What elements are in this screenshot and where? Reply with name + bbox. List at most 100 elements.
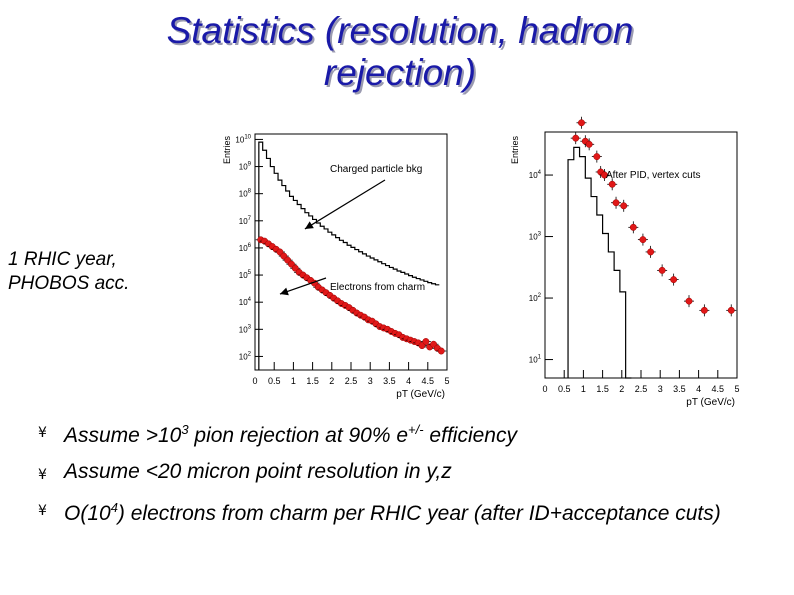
x-tick-label: 1.5 [596, 384, 609, 394]
y-tick-label: 101 [529, 355, 542, 365]
y-tick-label: 102 [529, 293, 542, 303]
y-tick-label: 1010 [235, 134, 251, 144]
side-note-line1: 1 RHIC year, [8, 249, 117, 270]
y-tick-label: 105 [239, 270, 252, 280]
data-point [727, 306, 735, 314]
x-tick-label: 3.5 [673, 384, 686, 394]
annotation-arrow [304, 179, 386, 230]
y-tick-label: 106 [239, 243, 252, 253]
slide-title: Statistics (resolution, hadron rejection… [100, 10, 700, 94]
y-tick-label: 108 [239, 189, 252, 199]
x-tick-label: 0.5 [268, 376, 281, 386]
x-tick-label: 4.5 [422, 376, 435, 386]
data-point [585, 140, 593, 148]
histogram-step [258, 141, 440, 370]
x-tick-label: 5 [734, 384, 739, 394]
x-tick-label: 0.5 [558, 384, 571, 394]
bullet-text: Assume <20 micron point resolution in y,… [64, 460, 452, 483]
bullet-item: ¥ O(104) electrons from charm per RHIC y… [38, 496, 758, 525]
data-point [658, 266, 666, 274]
y-tick-exponent: 6 [248, 243, 252, 249]
bullet-sup: 4 [110, 500, 118, 515]
data-point [437, 347, 445, 355]
y-tick-label: 107 [239, 216, 252, 226]
x-tick-label: 4.5 [712, 384, 725, 394]
bullet-item: ¥ Assume <20 micron point resolution in … [38, 460, 758, 483]
x-tick-label: 4 [696, 384, 701, 394]
bullet-text: efficiency [423, 424, 517, 447]
y-tick-exponent: 10 [244, 134, 251, 140]
x-tick-label: 3.5 [383, 376, 396, 386]
slide-title-line2: rejection) [323, 52, 477, 93]
y-axis-label: Entries [222, 135, 232, 164]
histogram-step [567, 146, 632, 379]
y-tick-label: 109 [239, 162, 252, 172]
x-tick-label: 3 [368, 376, 373, 386]
x-tick-label: 1 [291, 376, 296, 386]
y-tick-label: 103 [239, 324, 252, 334]
data-point [593, 153, 601, 161]
x-tick-label: 0 [252, 376, 257, 386]
y-tick-exponent: 7 [248, 216, 252, 222]
annotation-text: After PID, vertex cuts [606, 170, 700, 181]
y-tick-exponent: 9 [248, 162, 252, 168]
y-tick-label: 104 [239, 297, 252, 307]
data-point [670, 276, 678, 284]
bullet-mark: ¥ [38, 425, 47, 441]
arrow-head-icon [304, 221, 314, 229]
bullet-mark: ¥ [38, 467, 47, 483]
side-note: 1 RHIC year, PHOBOS acc. [8, 248, 129, 296]
x-axis-label: pT (GeV/c) [396, 389, 445, 400]
y-tick-exponent: 3 [538, 232, 542, 238]
annotation-arrow [279, 277, 327, 295]
bullet-text: pion rejection at 90% e [188, 424, 409, 447]
y-axis-label: Entries [510, 135, 520, 164]
arrow-head-icon [279, 287, 289, 296]
x-tick-label: 5 [444, 376, 449, 386]
y-tick-label: 104 [529, 170, 542, 180]
x-tick-label: 1.5 [306, 376, 319, 386]
y-tick-exponent: 4 [248, 297, 252, 303]
y-tick-exponent: 8 [248, 189, 252, 195]
y-tick-exponent: 2 [538, 293, 542, 299]
bullet-mark: ¥ [38, 503, 47, 519]
y-tick-exponent: 2 [248, 351, 252, 357]
bullet-text: Assume >10 [64, 424, 182, 447]
data-point [601, 171, 608, 179]
y-tick-exponent: 3 [248, 324, 252, 330]
data-point [629, 223, 637, 231]
plot-frame [544, 131, 738, 379]
data-point [612, 199, 620, 207]
bullet-text: ) electrons from charm per RHIC year (af… [117, 502, 721, 525]
x-tick-label: 2.5 [345, 376, 358, 386]
x-tick-label: 3 [658, 384, 663, 394]
y-tick-label: 103 [529, 232, 542, 242]
data-point [572, 134, 580, 142]
data-point [578, 119, 585, 127]
data-point [700, 306, 708, 314]
bullet-sup: 3 [181, 422, 189, 437]
annotation-text: Electrons from charm [330, 282, 425, 293]
x-tick-label: 4 [406, 376, 411, 386]
data-point [620, 202, 628, 210]
bullet-item: ¥ Assume >103 pion rejection at 90% e+/-… [38, 418, 758, 447]
data-point [608, 180, 616, 188]
x-axis-label: pT (GeV/c) [686, 397, 735, 408]
bullet-sup: +/- [408, 422, 424, 437]
data-point [639, 236, 647, 244]
y-tick-exponent: 4 [538, 170, 542, 176]
y-tick-label: 102 [239, 351, 252, 361]
data-point [647, 248, 655, 256]
side-note-line2: PHOBOS acc. [8, 273, 130, 294]
bullet-list: ¥ Assume >103 pion rejection at 90% e+/-… [38, 418, 758, 538]
x-tick-label: 2 [619, 384, 624, 394]
x-tick-label: 2 [329, 376, 334, 386]
slide-title-line1: Statistics (resolution, hadron [166, 10, 634, 51]
chart-group: 0 0.5 1 1.5 2 2.5 3 3.5 4 4.5 5 pT (GeV/c) 104 103 102… [510, 116, 740, 408]
y-tick-exponent: 1 [538, 355, 542, 361]
x-tick-label: 0 [542, 384, 547, 394]
bullet-text: O(10 [64, 502, 111, 525]
x-tick-label: 2.5 [635, 384, 648, 394]
